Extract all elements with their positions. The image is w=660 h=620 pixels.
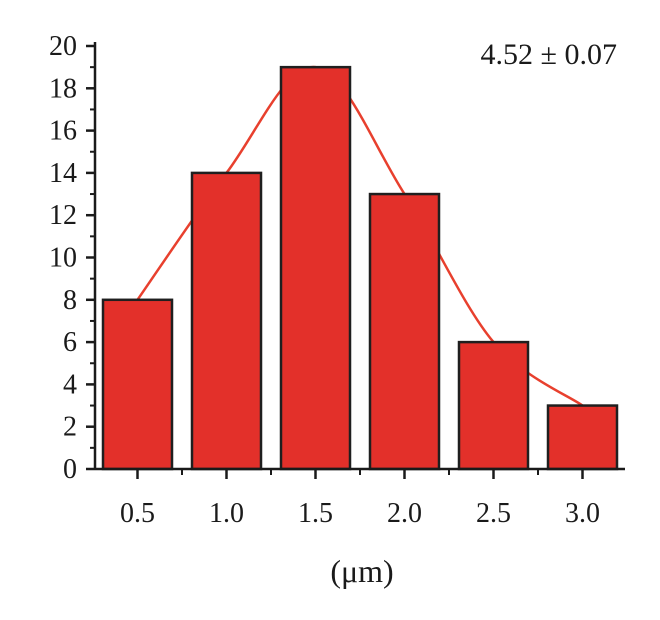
axes: 0 2 4 6 8 10 12 14 16 18 20 0.5 1.0 1.5 2.0 2.5 3.0 <box>49 31 625 529</box>
histogram-bar <box>546 404 619 471</box>
y-tick-label: 4 <box>63 369 77 400</box>
y-tick-label: 2 <box>63 412 77 443</box>
y-tick-label: 6 <box>63 327 77 358</box>
y-tick-label: 18 <box>49 73 77 104</box>
x-tick-label: 3.0 <box>565 498 600 529</box>
histogram-bar <box>190 171 263 471</box>
y-tick-label: 14 <box>49 158 77 189</box>
x-axis-title: (μm) <box>330 553 393 589</box>
mean-annotation: 4.52 ± 0.07 <box>481 38 617 71</box>
histogram-bar <box>101 298 174 471</box>
x-tick-label: 0.5 <box>120 498 155 529</box>
y-tick-label: 12 <box>49 200 77 231</box>
x-tick-label: 2.0 <box>387 498 422 529</box>
y-tick-label: 16 <box>49 116 77 147</box>
histogram-bar <box>368 192 441 471</box>
y-tick-label: 8 <box>63 285 77 316</box>
x-tick-label: 2.5 <box>476 498 511 529</box>
y-tick-label: 10 <box>49 243 77 274</box>
x-tick-label: 1.0 <box>209 498 244 529</box>
histogram-bar <box>457 340 530 471</box>
x-tick-label: 1.5 <box>298 498 333 529</box>
bar-layer <box>101 65 619 471</box>
histogram-bar <box>279 65 352 471</box>
y-tick-label: 20 <box>49 31 77 62</box>
y-tick-label: 0 <box>63 454 77 485</box>
